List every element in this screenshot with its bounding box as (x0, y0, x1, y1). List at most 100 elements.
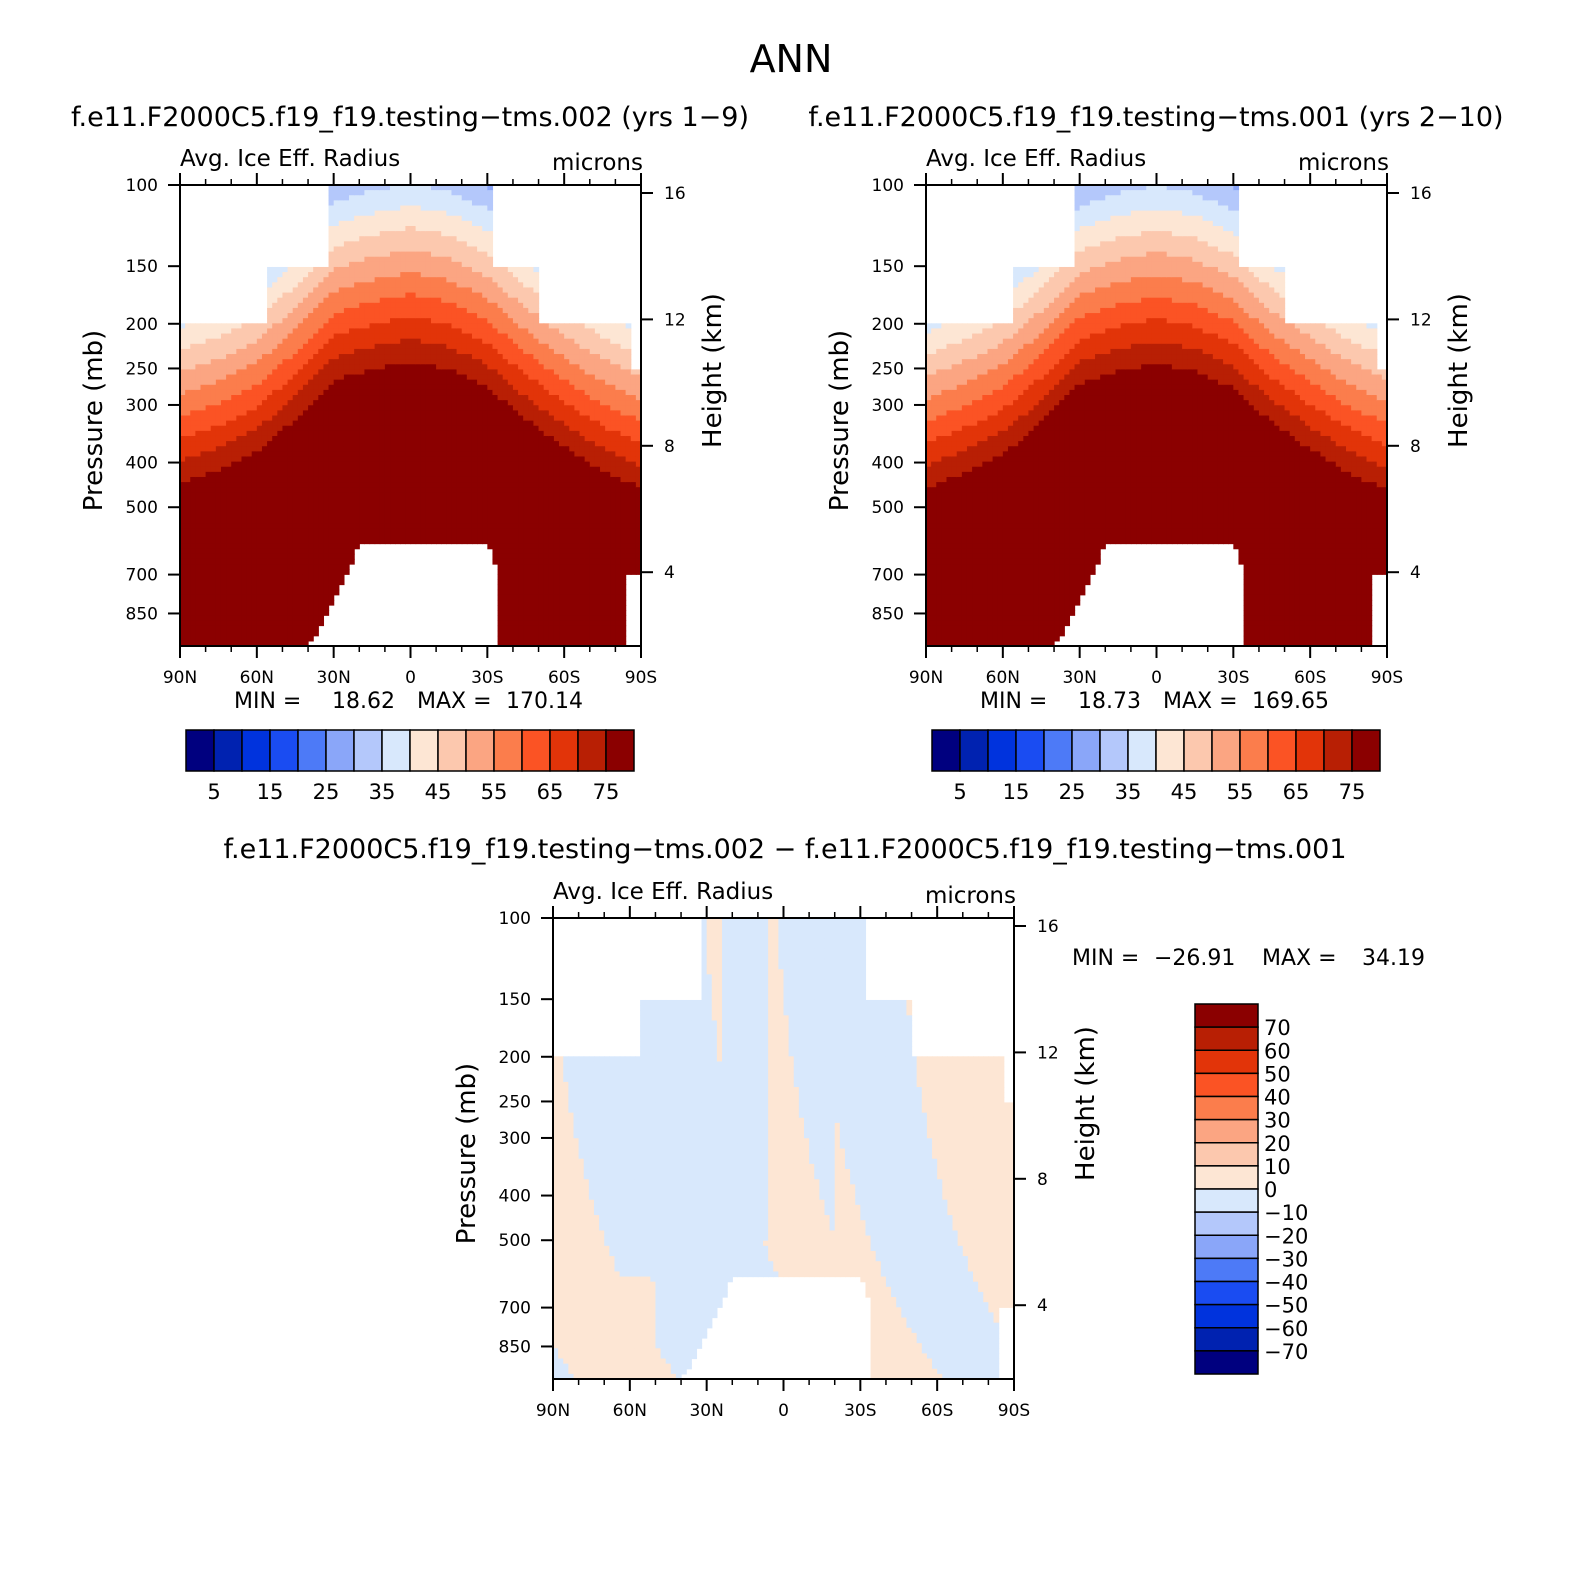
contour-cell (343, 348, 350, 355)
contour-cell (200, 400, 207, 406)
contour-cell (343, 359, 350, 365)
contour-cell (415, 430, 422, 437)
contour-cell (359, 266, 365, 273)
contour-cell (543, 569, 550, 575)
contour-cell (405, 195, 412, 201)
contour-cell (323, 564, 330, 570)
contour-cell (338, 497, 345, 504)
contour-cell (425, 225, 432, 232)
contour-cell (190, 492, 196, 499)
contour-cell (507, 379, 514, 386)
contour-cell (441, 507, 447, 514)
contour-cell (251, 323, 258, 330)
contour-cell (466, 517, 473, 524)
contour-cell (359, 517, 365, 524)
contour-cell (282, 313, 289, 319)
contour-cell (292, 287, 299, 294)
contour-cell (425, 512, 432, 519)
contour-cell (200, 497, 207, 504)
contour-cell (277, 523, 284, 529)
contour-cell (374, 292, 381, 299)
contour-cell (292, 400, 299, 406)
contour-cell (415, 185, 422, 191)
contour-cell (497, 569, 504, 575)
contour-cell (528, 318, 535, 324)
contour-cell (195, 405, 202, 411)
contour-cell (226, 451, 232, 458)
contour-cell (185, 354, 191, 360)
contour-cell (425, 307, 432, 314)
contour-cell (349, 410, 355, 417)
contour-cell (302, 507, 309, 514)
contour-cell (518, 543, 524, 550)
contour-cell (487, 369, 494, 376)
contour-cell (328, 364, 335, 370)
contour-cell (180, 523, 186, 529)
contour-cell (318, 543, 325, 550)
contour-cell (543, 354, 550, 360)
contour-cell (272, 476, 278, 483)
contour-cell (384, 395, 391, 401)
contour-cell (446, 430, 453, 437)
contour-cell (451, 266, 458, 273)
contour-cell (190, 466, 196, 473)
contour-cell (261, 395, 268, 401)
contour-cell (436, 343, 442, 350)
contour-cell (318, 354, 325, 360)
contour-cell (374, 307, 381, 314)
contour-cell (195, 553, 202, 560)
contour-cell (277, 338, 284, 345)
contour-cell (318, 584, 325, 591)
contour-cell (425, 523, 432, 529)
contour-cell (328, 369, 335, 376)
contour-cell (512, 640, 519, 646)
contour-cell (533, 420, 540, 427)
contour-cell (441, 405, 447, 411)
contour-cell (190, 543, 196, 550)
contour-cell (338, 502, 345, 509)
contour-cell (487, 374, 494, 381)
contour-cell (226, 379, 232, 386)
contour-cell (456, 471, 463, 478)
contour-cell (190, 389, 196, 396)
contour-cell (210, 599, 217, 606)
contour-cell (497, 374, 504, 381)
contour-cell (277, 487, 284, 493)
contour-cell (282, 533, 289, 540)
contour-cell (461, 266, 468, 273)
contour-cell (482, 277, 488, 283)
contour-cell (512, 359, 519, 365)
contour-cell (528, 528, 535, 534)
contour-cell (482, 287, 488, 294)
contour-cell (390, 389, 396, 396)
contour-cell (220, 323, 227, 330)
contour-cell (190, 584, 196, 591)
contour-cell (246, 328, 253, 335)
contour-cell (261, 635, 268, 642)
contour-cell (477, 297, 483, 304)
contour-cell (471, 236, 478, 242)
contour-cell (328, 553, 335, 560)
contour-cell (313, 441, 319, 447)
contour-cell (477, 307, 483, 314)
contour-cell (215, 630, 222, 637)
contour-cell (441, 502, 447, 509)
contour-cell (507, 277, 514, 283)
contour-cell (359, 241, 365, 248)
contour-cell (282, 307, 289, 314)
contour-cell (405, 512, 412, 519)
contour-cell (502, 282, 509, 289)
contour-cell (343, 441, 350, 447)
contour-cell (420, 323, 427, 330)
contour-cell (400, 420, 406, 427)
contour-cell (436, 441, 442, 447)
contour-cell (200, 338, 207, 345)
contour-cell (364, 318, 371, 324)
contour-cell (195, 374, 202, 381)
contour-cell (195, 635, 202, 642)
contour-cell (195, 492, 202, 499)
contour-cell (318, 297, 325, 304)
contour-cell (461, 389, 468, 396)
contour-cell (497, 558, 504, 565)
contour-cell (420, 333, 427, 340)
